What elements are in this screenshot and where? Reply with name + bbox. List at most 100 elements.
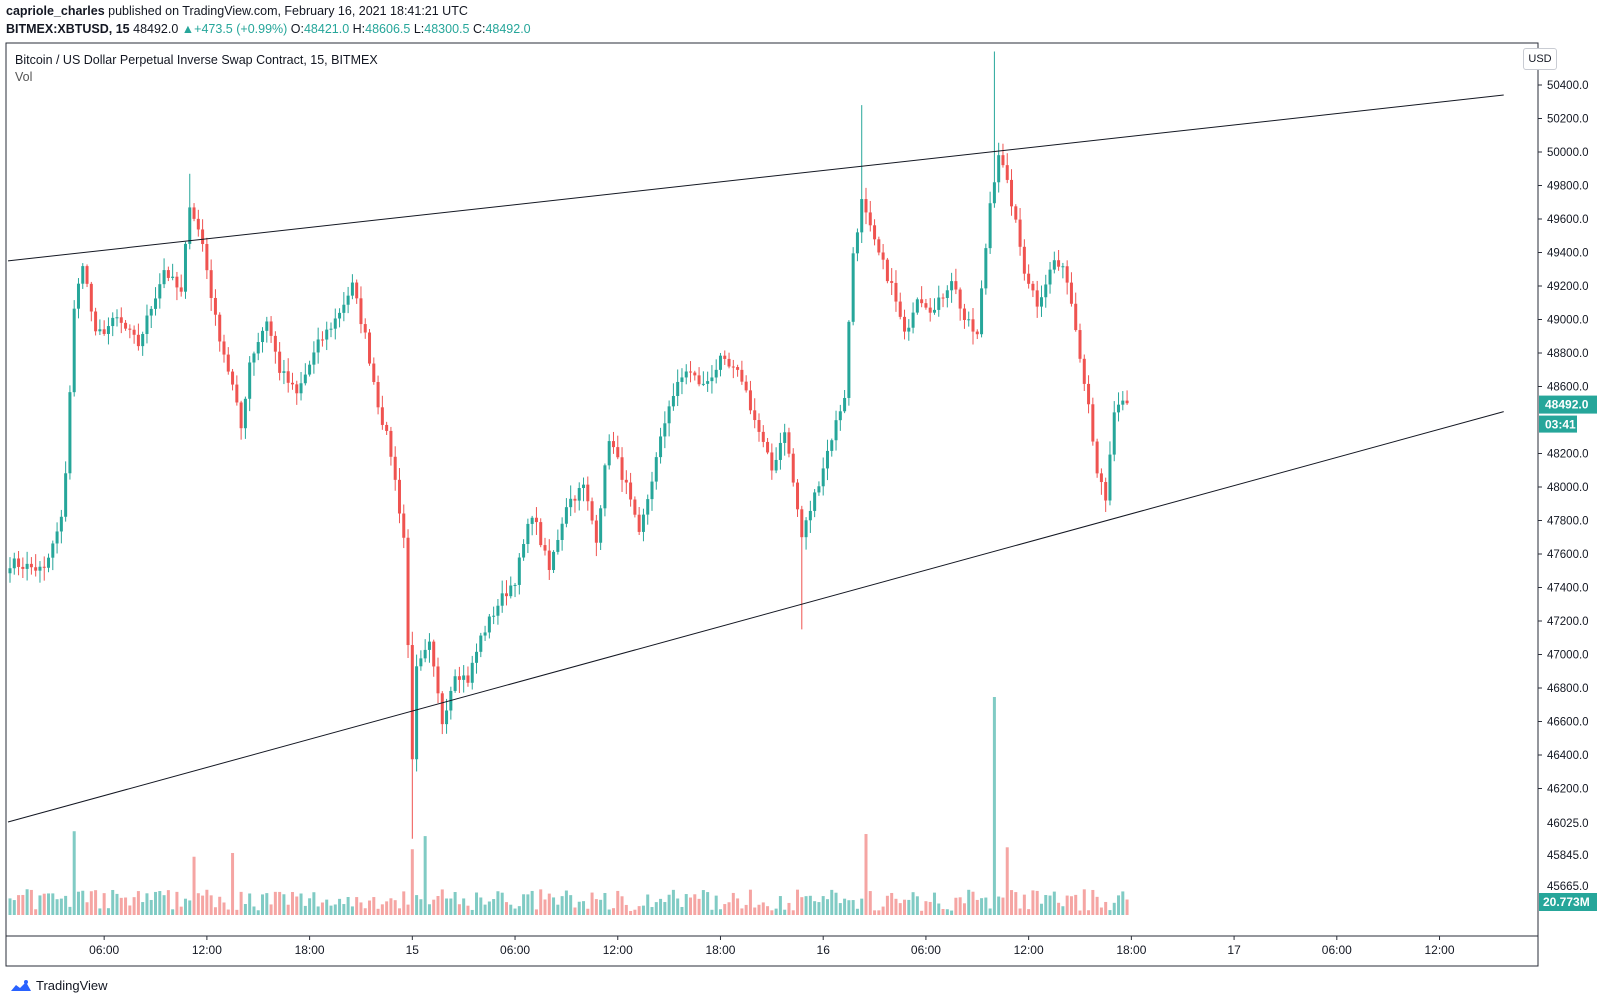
candle-body bbox=[466, 675, 470, 683]
time-axis[interactable]: 06:00 12:00 18:00 15 06:00 12:00 18:00 16 06:00 1… bbox=[89, 936, 1455, 957]
volume-bar bbox=[928, 901, 932, 915]
volume-bar bbox=[903, 899, 907, 915]
candle-body bbox=[445, 710, 449, 725]
volume-bar bbox=[278, 891, 282, 915]
volume-bar bbox=[855, 908, 859, 915]
candle-body bbox=[239, 402, 243, 429]
volume-bar bbox=[76, 891, 80, 915]
volume-bar bbox=[1108, 910, 1112, 915]
volume-bar bbox=[787, 902, 791, 915]
volume-bar bbox=[821, 896, 825, 915]
price-tick-label: 48600.0 bbox=[1547, 382, 1589, 394]
candle-body bbox=[945, 290, 949, 298]
candle-body bbox=[188, 207, 192, 244]
price-tick-label: 49600.0 bbox=[1547, 214, 1589, 226]
candle-body bbox=[967, 319, 971, 321]
volume-bar bbox=[171, 909, 175, 915]
candle-body bbox=[744, 381, 748, 391]
price-tick-label: 48200.0 bbox=[1547, 449, 1589, 461]
candle-body bbox=[115, 317, 119, 319]
candle-body bbox=[423, 649, 427, 659]
volume-bar bbox=[697, 898, 701, 915]
publisher-name[interactable]: capriole_charles bbox=[6, 4, 105, 18]
volume-bar bbox=[136, 891, 140, 915]
price-axis[interactable]: 50400.0 50200.0 50000.0 49800.0 49600.0 49400… bbox=[1538, 80, 1589, 893]
volume-bar bbox=[1052, 891, 1056, 915]
volume-bar bbox=[783, 909, 787, 915]
volume-bar bbox=[671, 889, 675, 915]
legend-volume[interactable]: Vol bbox=[15, 70, 33, 84]
candle-body bbox=[470, 662, 474, 683]
volume-bar bbox=[714, 895, 718, 915]
price-tick-label: 46600.0 bbox=[1547, 717, 1589, 729]
volume-bar bbox=[517, 906, 521, 915]
volume-bar bbox=[920, 910, 924, 915]
volume-bar bbox=[718, 909, 722, 915]
volume-tick-label: 45845.0 bbox=[1547, 850, 1589, 862]
volume-bar bbox=[38, 895, 42, 915]
volume-bar bbox=[1035, 890, 1039, 915]
volume-bar bbox=[1005, 847, 1009, 915]
volume-bar bbox=[34, 909, 38, 915]
candle-body bbox=[676, 381, 680, 396]
candle-body bbox=[885, 259, 889, 282]
time-tick-label: 15 bbox=[406, 943, 420, 957]
volume-bar bbox=[213, 907, 217, 915]
volume-bar bbox=[261, 894, 265, 915]
candle-body bbox=[851, 253, 855, 322]
candle-body bbox=[937, 297, 941, 310]
volume-bar bbox=[192, 856, 196, 915]
volume-bar bbox=[894, 898, 898, 915]
candle-body bbox=[12, 558, 16, 569]
legend-title[interactable]: Bitcoin / US Dollar Perpetual Inverse Sw… bbox=[15, 53, 378, 67]
candle-body bbox=[641, 514, 645, 532]
candle-body bbox=[316, 339, 320, 353]
trendline-layer[interactable] bbox=[7, 94, 1504, 823]
volume-bar bbox=[282, 894, 286, 915]
volume-bar bbox=[791, 910, 795, 915]
candle-body bbox=[128, 328, 132, 330]
candle-body bbox=[436, 666, 440, 694]
volume-bar bbox=[1010, 890, 1014, 915]
candle-body bbox=[868, 212, 872, 226]
volume-bar bbox=[402, 891, 406, 915]
volume-bar bbox=[1001, 897, 1005, 915]
candle-body bbox=[659, 436, 663, 458]
time-tick-label: 06:00 bbox=[500, 943, 530, 957]
volume-bar bbox=[141, 902, 145, 915]
volume-bar bbox=[838, 903, 842, 915]
candle-body bbox=[111, 317, 115, 327]
trendline bbox=[7, 94, 1504, 262]
time-tick-label: 18:00 bbox=[295, 943, 325, 957]
candle-body bbox=[611, 441, 615, 448]
candle-body bbox=[932, 309, 936, 313]
candle-body bbox=[51, 543, 55, 558]
volume-bar bbox=[825, 899, 829, 915]
candle-body bbox=[1104, 482, 1108, 501]
volume-bar bbox=[479, 897, 483, 915]
volume-bar bbox=[962, 903, 966, 915]
volume-bar bbox=[594, 899, 598, 915]
low-label: L: bbox=[413, 22, 425, 36]
candle-body bbox=[975, 331, 979, 335]
candle-body bbox=[680, 377, 684, 382]
candle-body bbox=[47, 557, 51, 568]
candle-body bbox=[534, 517, 538, 523]
candle-body bbox=[766, 441, 770, 453]
currency-button[interactable]: USD bbox=[1523, 48, 1557, 70]
volume-bar bbox=[102, 893, 106, 915]
candle-body bbox=[145, 315, 149, 334]
volume-bar bbox=[684, 894, 688, 915]
volume-bar bbox=[1065, 895, 1069, 915]
candle-body bbox=[804, 520, 808, 538]
candle-body bbox=[650, 481, 654, 500]
volume-bar bbox=[766, 906, 770, 915]
tradingview-brand[interactable]: TradingView bbox=[10, 978, 108, 993]
volume-bar bbox=[1027, 909, 1031, 915]
volume-bar bbox=[1099, 907, 1103, 915]
candle-body bbox=[1108, 454, 1112, 501]
volume-bar bbox=[128, 905, 132, 915]
candle-body bbox=[1087, 383, 1091, 405]
volume-bar bbox=[286, 904, 290, 915]
